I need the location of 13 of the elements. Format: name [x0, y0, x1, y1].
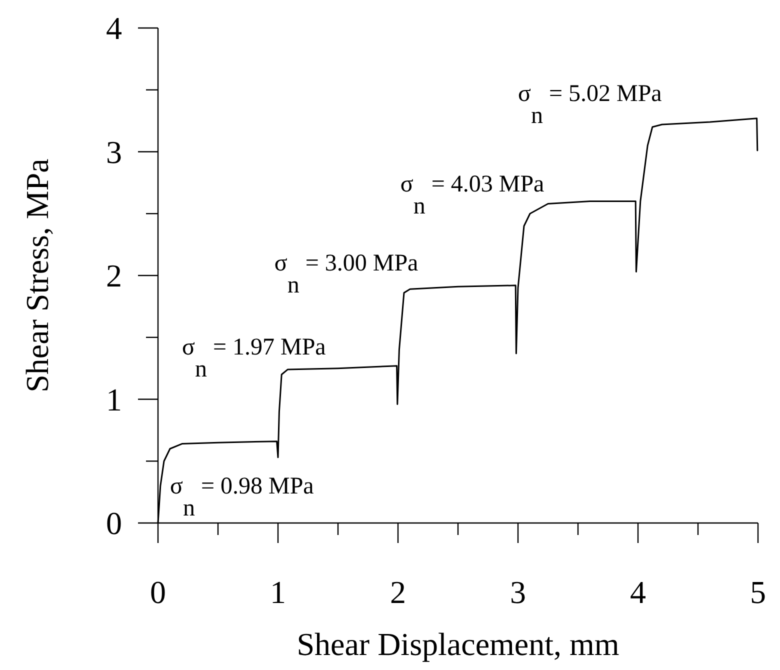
x-tick-label: 3	[510, 574, 526, 610]
x-tick-label: 0	[150, 574, 166, 610]
x-tick-label: 2	[390, 574, 406, 610]
x-tick-label: 5	[750, 574, 766, 610]
x-tick-label: 1	[270, 574, 286, 610]
x-tick-label: 4	[630, 574, 646, 610]
y-tick-label: 0	[106, 505, 122, 541]
y-tick-label: 3	[106, 134, 122, 170]
y-axis-title: Shear Stress, MPa	[19, 158, 55, 392]
x-axis-title: Shear Displacement, mm	[296, 626, 620, 662]
y-tick-label: 2	[106, 258, 122, 294]
y-tick-label: 1	[106, 381, 122, 418]
y-tick-label: 4	[106, 10, 122, 46]
